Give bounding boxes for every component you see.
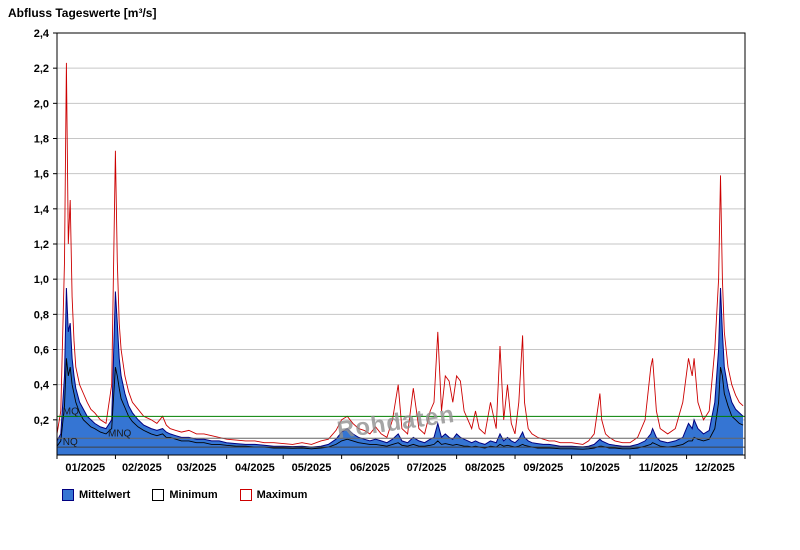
y-axis: 0,2 0,4 0,6 0,8 1,0 1,2 1,4 1,6 1,8 2,0 2,2 2,4 [34, 28, 57, 427]
ref-label-mq: MQ [63, 406, 79, 417]
series [56, 62, 744, 455]
y-tick-label: 1,6 [34, 169, 49, 181]
x-tick-label: 06/2025 [350, 462, 390, 474]
legend-swatch-minimum-icon [152, 489, 165, 501]
y-tick-label: 1,2 [34, 239, 49, 251]
series-minimum-line [56, 358, 744, 450]
legend-label-minimum: Minimum [169, 489, 218, 501]
x-tick-label: 10/2025 [580, 462, 620, 474]
x-tick-label: 03/2025 [177, 462, 217, 474]
x-tick-label: 05/2025 [292, 462, 332, 474]
x-tick-label: 11/2025 [639, 462, 678, 474]
chart-title: Abfluss Tageswerte [m³/s] [8, 6, 157, 20]
y-tick-label: 0,8 [34, 309, 49, 321]
y-tick-label: 1,8 [34, 134, 49, 146]
chart-legend: Mittelwert Minimum Maximum [62, 489, 307, 501]
legend-swatch-maximum-icon [239, 489, 252, 501]
legend-swatch-mittelwert-icon [62, 489, 74, 501]
x-tick-label: 12/2025 [695, 462, 735, 474]
reference-lines: MQ MNQ NQ [57, 406, 745, 448]
x-tick-label: 01/2025 [65, 462, 105, 474]
ref-label-mnq: MNQ [108, 428, 132, 439]
y-tick-label: 2,4 [34, 28, 50, 40]
ref-label-nq: NQ [63, 437, 78, 448]
series-maximum-line [56, 62, 744, 445]
legend-label-mittelwert: Mittelwert [79, 489, 131, 501]
y-tick-label: 1,0 [34, 274, 49, 286]
x-tick-label: 04/2025 [235, 462, 275, 474]
x-tick-label: 02/2025 [122, 462, 162, 474]
x-tick-label: 09/2025 [523, 462, 563, 474]
legend-label-maximum: Maximum [256, 489, 308, 501]
y-tick-label: 0,2 [34, 415, 49, 427]
y-tick-label: 0,6 [34, 345, 49, 357]
y-tick-label: 0,4 [34, 380, 50, 392]
y-tick-label: 2,2 [34, 63, 49, 75]
legend-item-minimum: Minimum [152, 489, 218, 501]
x-tick-label: 07/2025 [407, 462, 447, 474]
legend-item-mittelwert: Mittelwert [62, 489, 130, 501]
x-axis: 01/2025 02/2025 03/2025 04/2025 05/2025 06/20… [56, 455, 746, 474]
y-tick-label: 1,4 [34, 204, 50, 216]
gridlines [57, 32, 745, 421]
legend-item-maximum: Maximum [239, 489, 308, 501]
y-tick-label: 2,0 [34, 98, 49, 110]
x-tick-label: 08/2025 [465, 462, 505, 474]
